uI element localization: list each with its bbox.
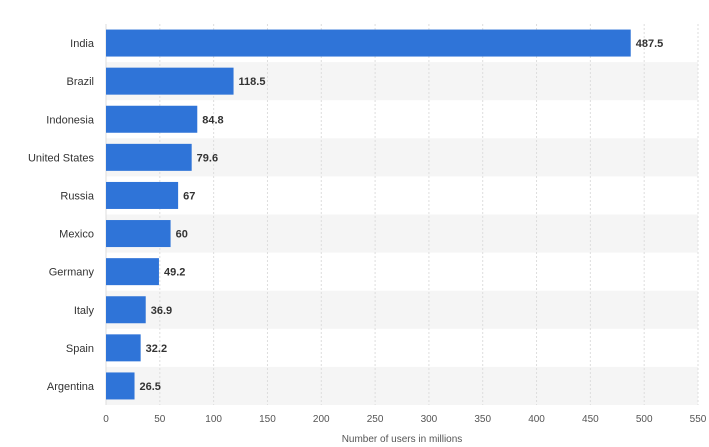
bar: [106, 29, 631, 57]
x-tick-label: 200: [313, 414, 330, 425]
x-tick-label: 500: [636, 414, 653, 425]
x-tick-label: 550: [690, 414, 707, 425]
x-axis-title: Number of users in millions: [342, 434, 463, 445]
bar: [106, 143, 192, 171]
x-tick-label: 100: [205, 414, 222, 425]
x-axis-ticks: 0 50 100 150 200 250 300 350 400 450 500 550: [103, 414, 707, 425]
x-tick-label: 400: [528, 414, 545, 425]
category-label: Spain: [66, 343, 94, 355]
category-label: Indonesia: [46, 114, 95, 126]
bars: [106, 29, 631, 400]
value-label: 84.8: [202, 114, 223, 126]
bar: [106, 220, 171, 248]
x-tick-label: 300: [421, 414, 438, 425]
bar: [106, 67, 234, 95]
category-label: India: [70, 38, 95, 50]
gridlines: [105, 24, 699, 405]
bar: [106, 258, 159, 286]
x-tick-label: 250: [367, 414, 384, 425]
x-tick-label: 50: [154, 414, 166, 425]
row-stripe: [106, 366, 698, 405]
bar: [106, 105, 198, 133]
category-label: Russia: [60, 190, 95, 202]
category-label: Brazil: [66, 76, 94, 88]
value-label: 487.5: [636, 38, 664, 50]
x-tick-label: 150: [259, 414, 276, 425]
row-stripe: [106, 138, 698, 177]
bar: [106, 372, 135, 400]
value-labels: 487.5 118.5 84.8 79.6 67 60 49.2 36.9 32.2 26.5: [140, 38, 664, 393]
x-tick-label: 450: [582, 414, 599, 425]
category-label: Argentina: [47, 381, 95, 393]
value-label: 26.5: [140, 381, 161, 393]
value-label: 32.2: [146, 343, 167, 355]
value-label: 49.2: [164, 267, 185, 279]
x-tick-label: 350: [474, 414, 491, 425]
row-stripe: [106, 214, 698, 253]
value-label: 67: [183, 190, 195, 202]
category-label: United States: [28, 152, 95, 164]
category-labels: India Brazil Indonesia United States Russia M…: [28, 38, 95, 393]
x-tick-label: 0: [103, 414, 109, 425]
value-label: 79.6: [197, 152, 218, 164]
bar: [106, 334, 141, 362]
value-label: 36.9: [151, 305, 172, 317]
row-stripes: [106, 62, 698, 405]
value-label: 60: [176, 229, 188, 241]
category-label: Italy: [74, 305, 95, 317]
bar: [106, 296, 146, 324]
category-label: Germany: [49, 267, 95, 279]
category-label: Mexico: [59, 229, 94, 241]
row-stripe: [106, 290, 698, 329]
bar: [106, 181, 179, 209]
value-label: 118.5: [239, 76, 266, 88]
